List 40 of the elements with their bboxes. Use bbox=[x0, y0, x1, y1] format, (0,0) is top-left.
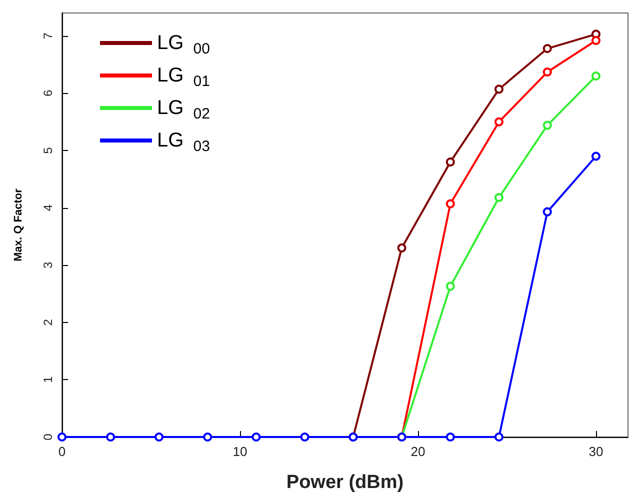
point bbox=[300, 432, 310, 442]
point bbox=[203, 432, 212, 442]
point bbox=[106, 432, 116, 442]
x-tick-label: 20 bbox=[410, 444, 426, 459]
point bbox=[542, 68, 552, 77]
point bbox=[446, 432, 455, 442]
y-tick-label: 4 bbox=[41, 204, 55, 212]
x-tick-label: 10 bbox=[232, 444, 248, 459]
point bbox=[58, 432, 66, 442]
y-tick-label: 6 bbox=[41, 90, 55, 97]
point bbox=[252, 432, 261, 442]
point bbox=[542, 44, 552, 54]
point bbox=[494, 84, 504, 94]
point bbox=[542, 207, 552, 216]
x-axis-title: Power (dBm) bbox=[286, 472, 404, 493]
x-tick-label: 0 bbox=[58, 444, 66, 459]
y-tick-label: 3 bbox=[41, 261, 55, 268]
legend-label: LG 02 bbox=[157, 97, 210, 122]
point bbox=[494, 432, 504, 442]
legend-label: LG 00 bbox=[157, 32, 210, 58]
point bbox=[591, 36, 600, 45]
y-tick-label: 1 bbox=[41, 376, 55, 384]
point bbox=[542, 120, 552, 130]
point bbox=[591, 72, 600, 81]
point bbox=[446, 282, 455, 291]
point bbox=[446, 199, 455, 208]
point bbox=[397, 243, 406, 252]
y-tick-label: 5 bbox=[41, 146, 55, 154]
legend-label: LG 03 bbox=[157, 130, 210, 155]
point bbox=[446, 157, 455, 166]
point bbox=[494, 193, 504, 202]
x-tick-label: 30 bbox=[588, 444, 604, 459]
y-tick-label: 2 bbox=[41, 318, 55, 326]
point bbox=[494, 117, 504, 126]
point bbox=[591, 152, 600, 161]
y-axis-title: Max. Q Factor bbox=[12, 188, 24, 262]
legend-label: LG 01 bbox=[157, 64, 210, 90]
y-tick-label: 0 bbox=[41, 433, 55, 440]
y-tick-label: 7 bbox=[41, 32, 55, 40]
point bbox=[154, 432, 164, 442]
